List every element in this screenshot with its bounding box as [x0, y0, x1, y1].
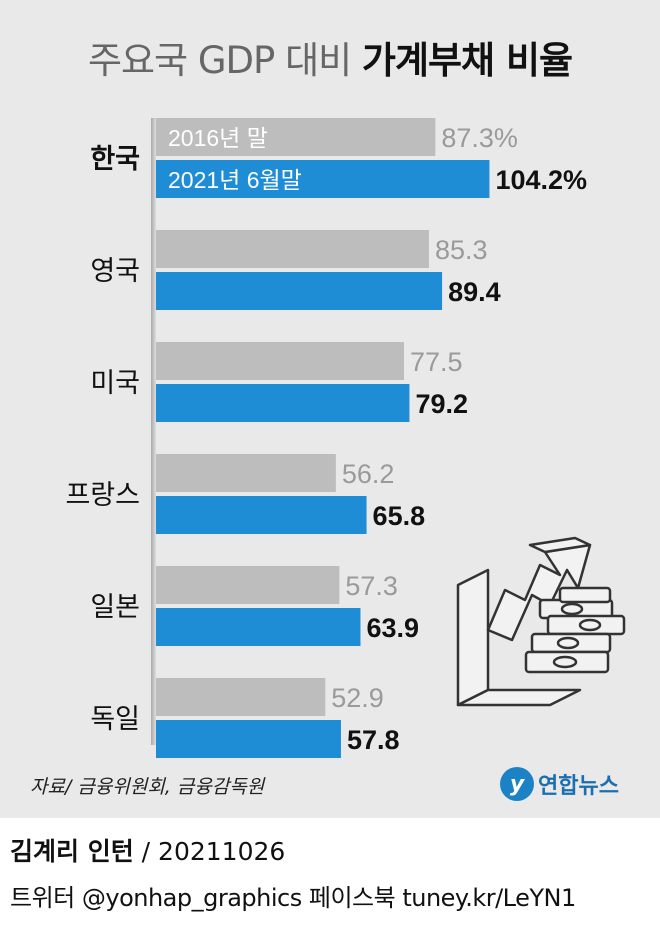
data-label: 57.3 — [345, 571, 398, 601]
bar — [156, 118, 436, 156]
title-light: 주요국 GDP 대비 — [87, 39, 362, 82]
category-label: 독일 — [90, 704, 140, 735]
bar — [156, 720, 341, 758]
data-label: 57.8 — [347, 725, 400, 755]
data-label: 89.4 — [448, 277, 501, 307]
credit-name: 김계리 인턴 — [10, 837, 134, 866]
logo-text: 연합뉴스 — [538, 774, 619, 799]
data-label: 56.2 — [342, 459, 395, 489]
category-label: 한국 — [90, 144, 140, 175]
source-note: 자료/ 금융위원회, 금융감독원 — [30, 776, 265, 798]
bar — [156, 384, 410, 422]
credit-line: 김계리 인턴 / 20211026 — [10, 832, 285, 868]
bar — [156, 272, 443, 310]
rising-arrow-money-icon — [456, 536, 626, 707]
data-label: 52.9 — [331, 683, 384, 713]
category-label: 프랑스 — [65, 480, 140, 511]
yonhap-logo: y 연합뉴스 — [500, 764, 619, 804]
bar — [156, 454, 336, 492]
legend-label: 2021년 6월말 — [168, 167, 302, 193]
data-label: 65.8 — [373, 501, 426, 531]
credit-date: 20211026 — [158, 837, 286, 866]
data-label: 104.2% — [495, 165, 587, 195]
yonhap-logo-icon: y — [500, 767, 534, 801]
bar — [156, 566, 340, 604]
social-line: 트위터 @yonhap_graphics 페이스북 tuney.kr/LeYN1 — [10, 884, 576, 912]
legend-label: 2016년 말 — [168, 125, 268, 151]
data-label: 79.2 — [415, 389, 468, 419]
bar — [156, 160, 490, 198]
bar — [156, 608, 361, 646]
bar — [156, 678, 326, 716]
bar — [156, 230, 429, 268]
data-label: 85.3 — [435, 235, 488, 265]
bar — [156, 342, 404, 380]
bar — [156, 496, 367, 534]
data-label: 77.5 — [410, 347, 463, 377]
category-label: 일본 — [90, 592, 140, 623]
credit-sep: / — [133, 837, 159, 866]
category-label: 미국 — [90, 368, 140, 399]
category-label: 영국 — [90, 256, 140, 287]
chart-title: 주요국 GDP 대비 가계부채 비율 — [0, 30, 660, 84]
data-label: 63.9 — [366, 613, 419, 643]
title-bold: 가계부채 비율 — [361, 39, 573, 82]
axis-line — [151, 118, 156, 745]
data-label: 87.3% — [441, 123, 518, 153]
